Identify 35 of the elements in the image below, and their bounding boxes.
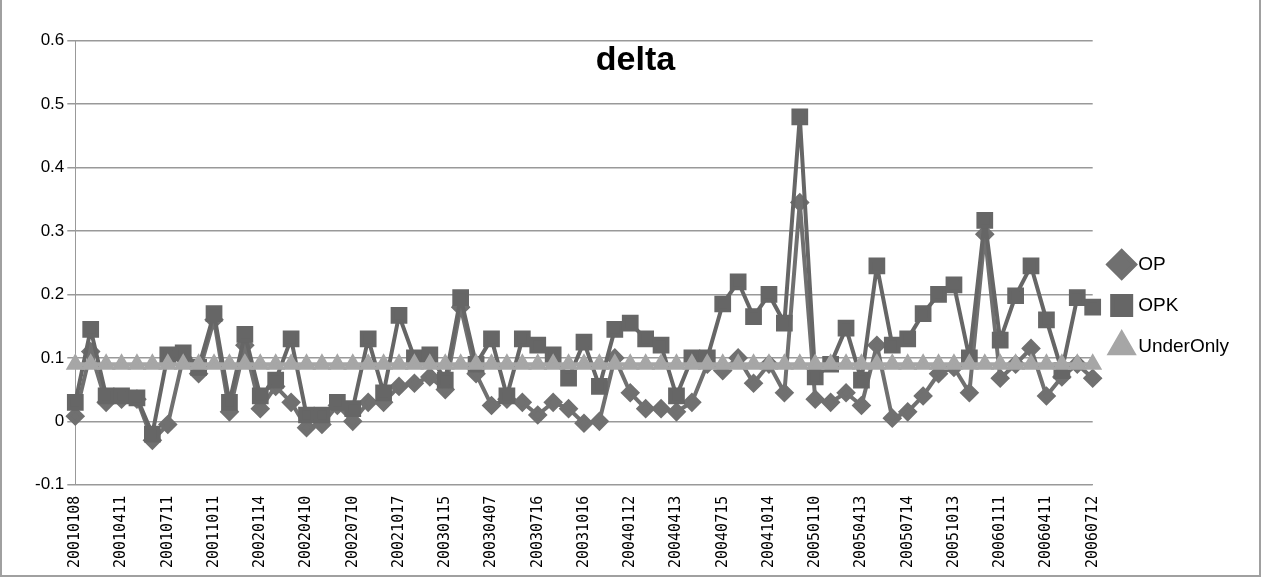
x-tick-label: 20050714 (897, 495, 916, 568)
x-tick-label: 20030716 (527, 495, 546, 568)
x-tick-label: 20051013 (943, 495, 962, 568)
x-tick-label: 20030407 (481, 495, 500, 568)
x-tick-label: 20020710 (342, 495, 361, 568)
x-tick-label: 20050413 (851, 495, 870, 568)
x-tick-label: 20041014 (758, 495, 777, 568)
x-tick-label: 20060411 (1036, 495, 1055, 568)
x-tick-label: 20031016 (573, 495, 592, 568)
x-tick-label: 20020410 (296, 495, 315, 568)
x-tick-label: 20020114 (250, 495, 269, 568)
x-tick-label: 20030115 (435, 495, 454, 568)
y-tick-label: 0.4 (40, 157, 65, 177)
legend-label: OPK (1138, 293, 1179, 315)
x-tick-label: 20040112 (620, 495, 639, 568)
y-tick-label: 0.2 (40, 284, 65, 304)
y-tick-label: -0.1 (35, 474, 65, 494)
legend-label: OP (1138, 252, 1166, 274)
y-tick-label: 0.5 (40, 93, 65, 113)
x-tick-label: 20010411 (111, 495, 130, 568)
x-tick-label: 20060111 (990, 495, 1009, 568)
x-tick-label: 20011011 (203, 495, 222, 568)
x-tick-label: 20021017 (388, 495, 407, 568)
legend-label: UnderOnly (1138, 334, 1230, 356)
x-tick-label: 20040413 (666, 495, 685, 568)
x-tick-label: 20010108 (65, 495, 84, 568)
y-tick-label: 0 (54, 411, 65, 431)
x-tick-label: 20050110 (805, 495, 824, 568)
y-tick-label: 0.3 (40, 220, 65, 240)
y-tick-label: 0.6 (40, 30, 65, 50)
x-tick-label: 20060712 (1082, 495, 1101, 568)
x-tick-label: 20040715 (712, 495, 731, 568)
x-tick-label: 20010711 (157, 495, 176, 568)
chart-title: delta (595, 38, 677, 77)
y-tick-label: 0.1 (40, 347, 65, 367)
